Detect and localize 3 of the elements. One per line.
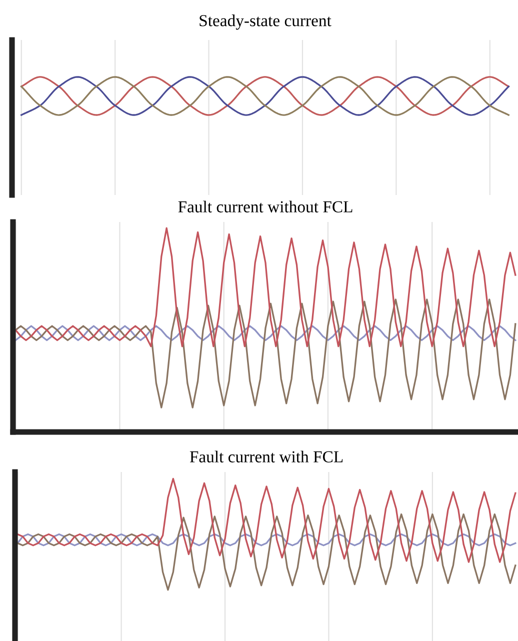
chart-title: Fault current without FCL <box>178 200 352 212</box>
chart-title: Steady-state current <box>200 14 332 30</box>
chart-title: Fault current with FCL <box>190 450 343 462</box>
